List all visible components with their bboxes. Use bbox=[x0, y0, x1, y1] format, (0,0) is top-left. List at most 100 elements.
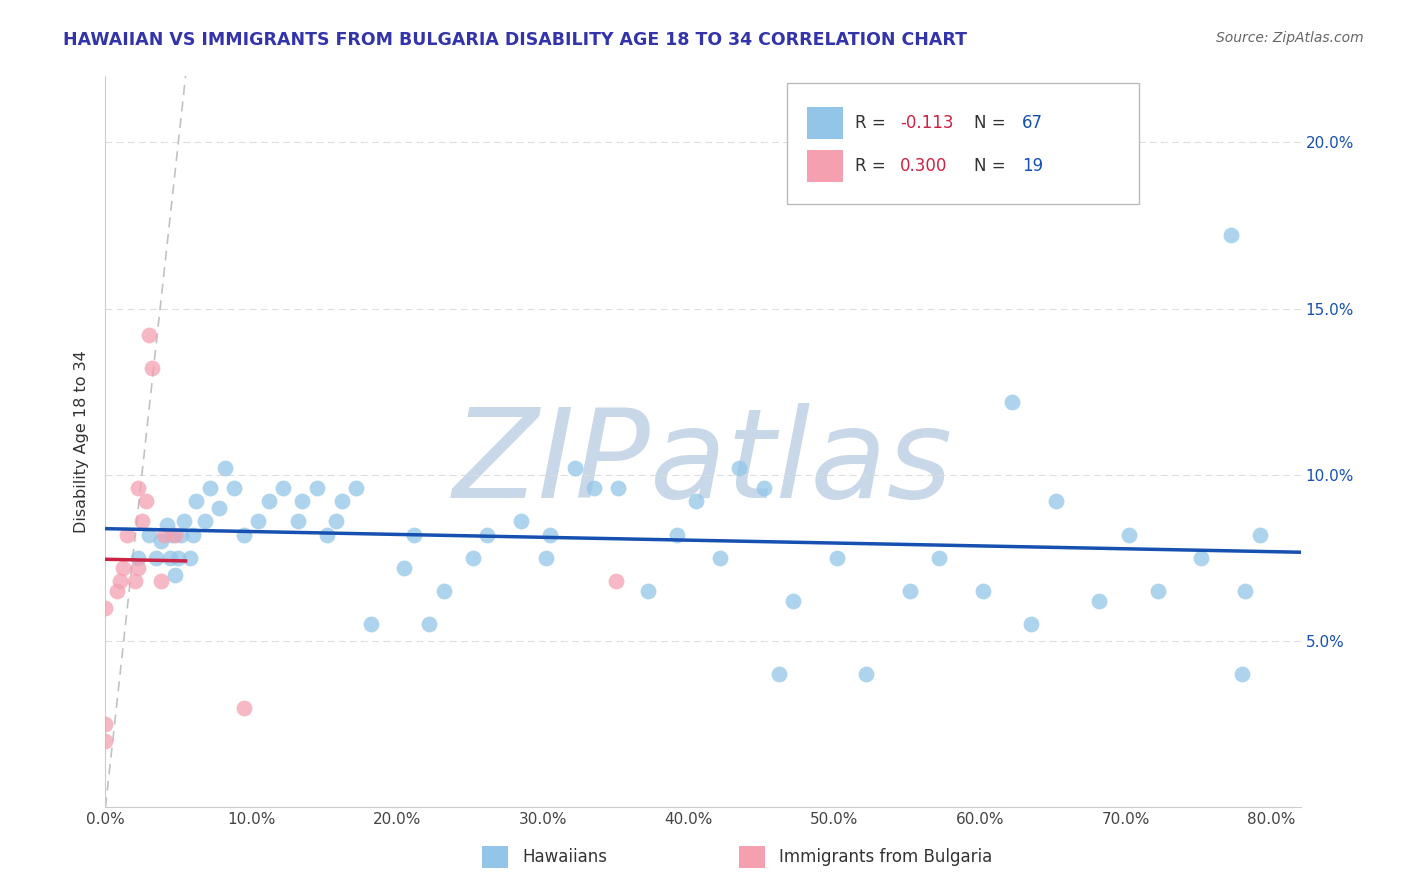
Text: R =: R = bbox=[855, 157, 891, 175]
Point bbox=[928, 550, 950, 565]
Point bbox=[1234, 584, 1257, 599]
Point bbox=[208, 501, 231, 516]
Point bbox=[605, 574, 627, 589]
Point bbox=[685, 494, 707, 508]
Point bbox=[665, 527, 688, 541]
Point bbox=[232, 527, 254, 541]
Text: R =: R = bbox=[855, 114, 891, 132]
Point bbox=[418, 617, 440, 632]
Point bbox=[159, 550, 181, 565]
Point bbox=[768, 667, 790, 681]
Point bbox=[257, 494, 280, 508]
Point bbox=[127, 481, 149, 495]
FancyBboxPatch shape bbox=[740, 846, 765, 868]
Point bbox=[184, 494, 207, 508]
FancyBboxPatch shape bbox=[787, 83, 1139, 204]
Point bbox=[825, 550, 848, 565]
Point bbox=[1219, 228, 1241, 243]
Point bbox=[330, 494, 353, 508]
Point bbox=[200, 481, 222, 495]
Point bbox=[305, 481, 328, 495]
Text: 0.300: 0.300 bbox=[900, 157, 948, 175]
FancyBboxPatch shape bbox=[807, 107, 842, 139]
Text: 67: 67 bbox=[1022, 114, 1043, 132]
Point bbox=[728, 461, 751, 475]
Point bbox=[972, 584, 994, 599]
Point bbox=[138, 527, 160, 541]
Point bbox=[392, 561, 415, 575]
Point bbox=[179, 550, 201, 565]
Point bbox=[461, 550, 484, 565]
Point bbox=[156, 517, 179, 532]
Point bbox=[149, 574, 172, 589]
Point bbox=[287, 514, 309, 528]
Point bbox=[782, 594, 804, 608]
Point bbox=[170, 527, 193, 541]
Text: N =: N = bbox=[974, 114, 1011, 132]
Point bbox=[127, 561, 149, 575]
Point bbox=[564, 461, 586, 475]
Point bbox=[754, 481, 776, 495]
Point bbox=[94, 600, 117, 615]
Text: Source: ZipAtlas.com: Source: ZipAtlas.com bbox=[1216, 31, 1364, 45]
Point bbox=[165, 527, 187, 541]
Point bbox=[181, 527, 204, 541]
Point bbox=[131, 514, 153, 528]
Point bbox=[1088, 594, 1111, 608]
Point bbox=[1191, 550, 1213, 565]
Text: 19: 19 bbox=[1022, 157, 1043, 175]
Y-axis label: Disability Age 18 to 34: Disability Age 18 to 34 bbox=[75, 351, 90, 533]
Point bbox=[344, 481, 367, 495]
Point bbox=[1118, 527, 1140, 541]
Point bbox=[538, 527, 561, 541]
Point bbox=[145, 550, 167, 565]
Point bbox=[477, 527, 499, 541]
Point bbox=[165, 567, 187, 582]
Text: N =: N = bbox=[974, 157, 1011, 175]
Point bbox=[193, 514, 215, 528]
Point bbox=[94, 717, 117, 731]
Point bbox=[855, 667, 877, 681]
Point bbox=[1146, 584, 1168, 599]
Point bbox=[232, 700, 254, 714]
Point bbox=[325, 514, 347, 528]
Point bbox=[404, 527, 426, 541]
Point bbox=[117, 527, 139, 541]
Point bbox=[271, 481, 294, 495]
Point bbox=[167, 550, 190, 565]
Point bbox=[534, 550, 557, 565]
Point bbox=[709, 550, 731, 565]
Point bbox=[111, 561, 134, 575]
Point bbox=[509, 514, 531, 528]
Point bbox=[1249, 527, 1271, 541]
Point bbox=[247, 514, 270, 528]
Point bbox=[162, 527, 184, 541]
Point bbox=[898, 584, 921, 599]
Point bbox=[1045, 494, 1067, 508]
Point bbox=[124, 574, 146, 589]
Text: ZIPatlas: ZIPatlas bbox=[453, 403, 953, 524]
Point bbox=[607, 481, 630, 495]
Point bbox=[637, 584, 659, 599]
Point bbox=[1232, 667, 1254, 681]
Point bbox=[360, 617, 382, 632]
Text: -0.113: -0.113 bbox=[900, 114, 953, 132]
Point bbox=[135, 494, 157, 508]
Text: Hawaiians: Hawaiians bbox=[523, 848, 607, 866]
Point bbox=[432, 584, 454, 599]
Point bbox=[94, 733, 117, 747]
Point bbox=[1001, 394, 1024, 409]
Point bbox=[152, 527, 174, 541]
Point bbox=[141, 361, 163, 376]
Point bbox=[108, 574, 131, 589]
Point bbox=[582, 481, 605, 495]
Text: HAWAIIAN VS IMMIGRANTS FROM BULGARIA DISABILITY AGE 18 TO 34 CORRELATION CHART: HAWAIIAN VS IMMIGRANTS FROM BULGARIA DIS… bbox=[63, 31, 967, 49]
Point bbox=[138, 328, 160, 343]
Point bbox=[1019, 617, 1042, 632]
Point bbox=[149, 534, 172, 549]
Point bbox=[291, 494, 314, 508]
Point bbox=[105, 584, 128, 599]
Point bbox=[127, 550, 149, 565]
Point bbox=[214, 461, 236, 475]
FancyBboxPatch shape bbox=[482, 846, 508, 868]
